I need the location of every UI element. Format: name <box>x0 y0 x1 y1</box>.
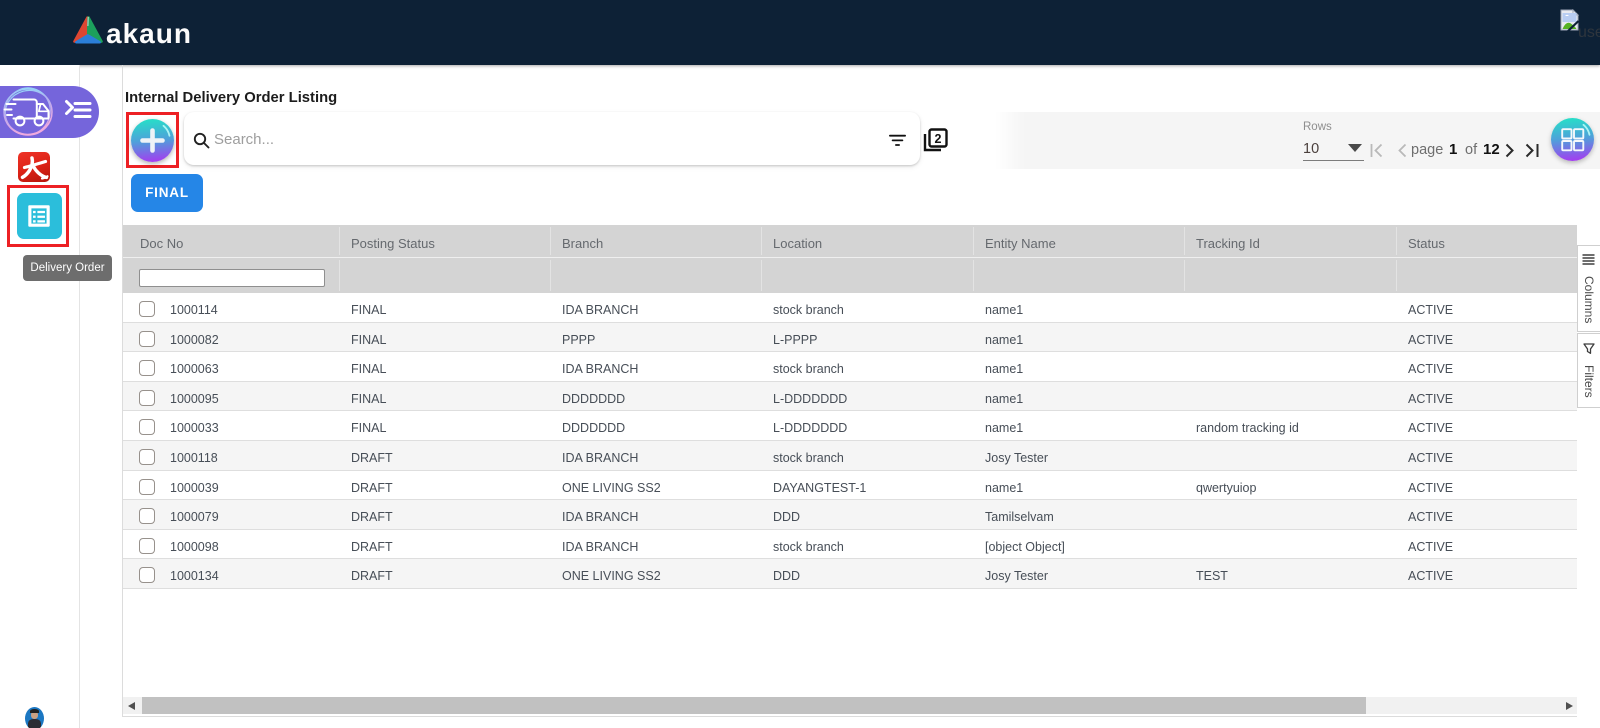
svg-text:2: 2 <box>935 132 942 146</box>
